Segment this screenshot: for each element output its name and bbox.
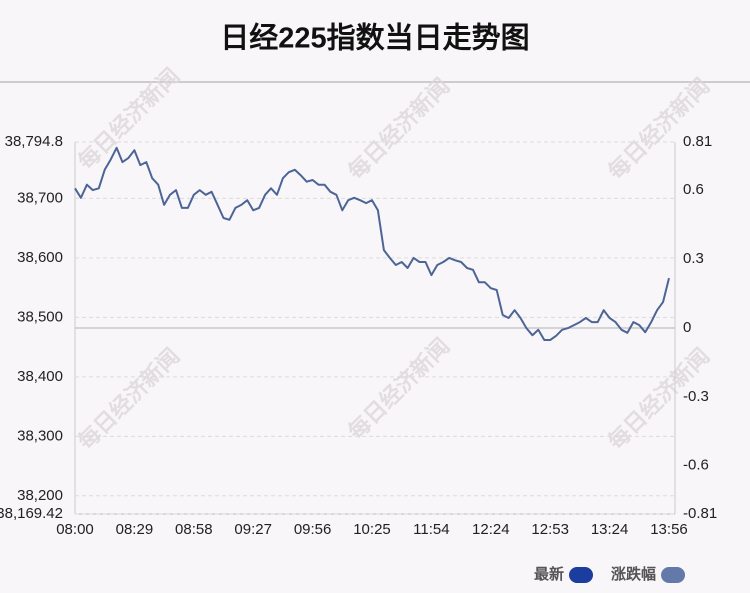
y-tick-label: 38,169.42 <box>0 505 63 522</box>
x-tick-label: 09:56 <box>294 521 332 538</box>
y2-tick-label: 0.81 <box>683 133 712 150</box>
x-tick-label: 08:29 <box>116 521 154 538</box>
watermark: 每日经济新闻 <box>343 73 454 184</box>
x-tick-label: 12:53 <box>531 521 569 538</box>
watermark: 每日经济新闻 <box>603 73 714 184</box>
y-tick-label: 38,500 <box>17 308 63 325</box>
x-tick-label: 09:27 <box>234 521 272 538</box>
legend-swatch <box>569 567 594 583</box>
y2-tick-label: -0.6 <box>683 457 709 474</box>
y-tick-label: 38,300 <box>17 427 63 444</box>
y-tick-label: 38,400 <box>17 368 63 385</box>
x-tick-label: 12:24 <box>472 521 510 538</box>
y2-tick-label: 0.3 <box>683 250 704 267</box>
y-tick-label: 38,600 <box>17 249 63 266</box>
watermark: 每日经济新闻 <box>343 333 454 444</box>
x-tick-label: 10:25 <box>353 521 391 538</box>
y-tick-label: 38,700 <box>17 189 63 206</box>
x-tick-label: 08:00 <box>56 521 94 538</box>
y-tick-label: 38,794.8 <box>5 133 63 150</box>
y-tick-label: 38,200 <box>17 487 63 504</box>
chart-title: 日经225指数当日走势图 <box>220 21 529 55</box>
legend-label: 最新 <box>534 565 564 583</box>
watermark: 每日经济新闻 <box>73 343 184 454</box>
y2-tick-label: -0.81 <box>683 505 717 522</box>
y2-tick-label: 0.6 <box>683 181 704 198</box>
x-tick-label: 13:24 <box>591 521 629 538</box>
x-tick-label: 11:54 <box>413 521 449 538</box>
y2-tick-label: -0.3 <box>683 388 709 405</box>
legend-label: 涨跌幅 <box>611 565 656 583</box>
x-tick-label: 08:58 <box>175 521 213 538</box>
price-line <box>74 146 670 341</box>
legend-swatch <box>661 567 686 583</box>
x-tick-label: 13:56 <box>650 521 688 538</box>
y2-tick-label: 0 <box>683 319 691 336</box>
